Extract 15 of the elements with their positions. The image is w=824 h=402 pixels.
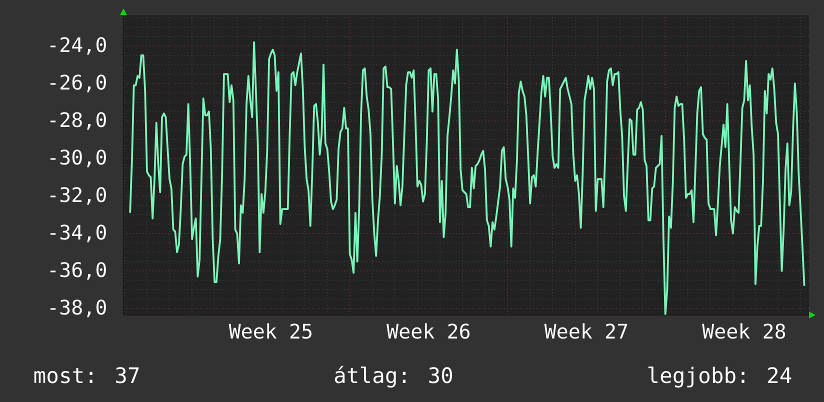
text: most: 37 xyxy=(34,367,139,384)
y-tick-label: -38,0 xyxy=(50,300,106,318)
text: legjobb: 24 xyxy=(648,366,792,388)
text: átlag: 30 xyxy=(334,366,452,388)
x-tick-label: Week 27 xyxy=(544,323,628,339)
y-tick-label: -26,0 xyxy=(50,74,106,92)
y-tick-label: -30,0 xyxy=(50,150,106,168)
y-tick-label: -34,0 xyxy=(50,224,106,242)
y-tick-label: -32,0 xyxy=(50,187,106,205)
y-tick-label: -36,0 xyxy=(50,262,106,280)
x-tick-label: Week 26 xyxy=(386,323,470,339)
x-tick-label: Week 25 xyxy=(228,323,312,339)
y-tick-label: -28,0 xyxy=(50,112,106,130)
y-tick-label: -24,0 xyxy=(50,37,106,55)
x-tick-label: Week 28 xyxy=(702,323,786,339)
